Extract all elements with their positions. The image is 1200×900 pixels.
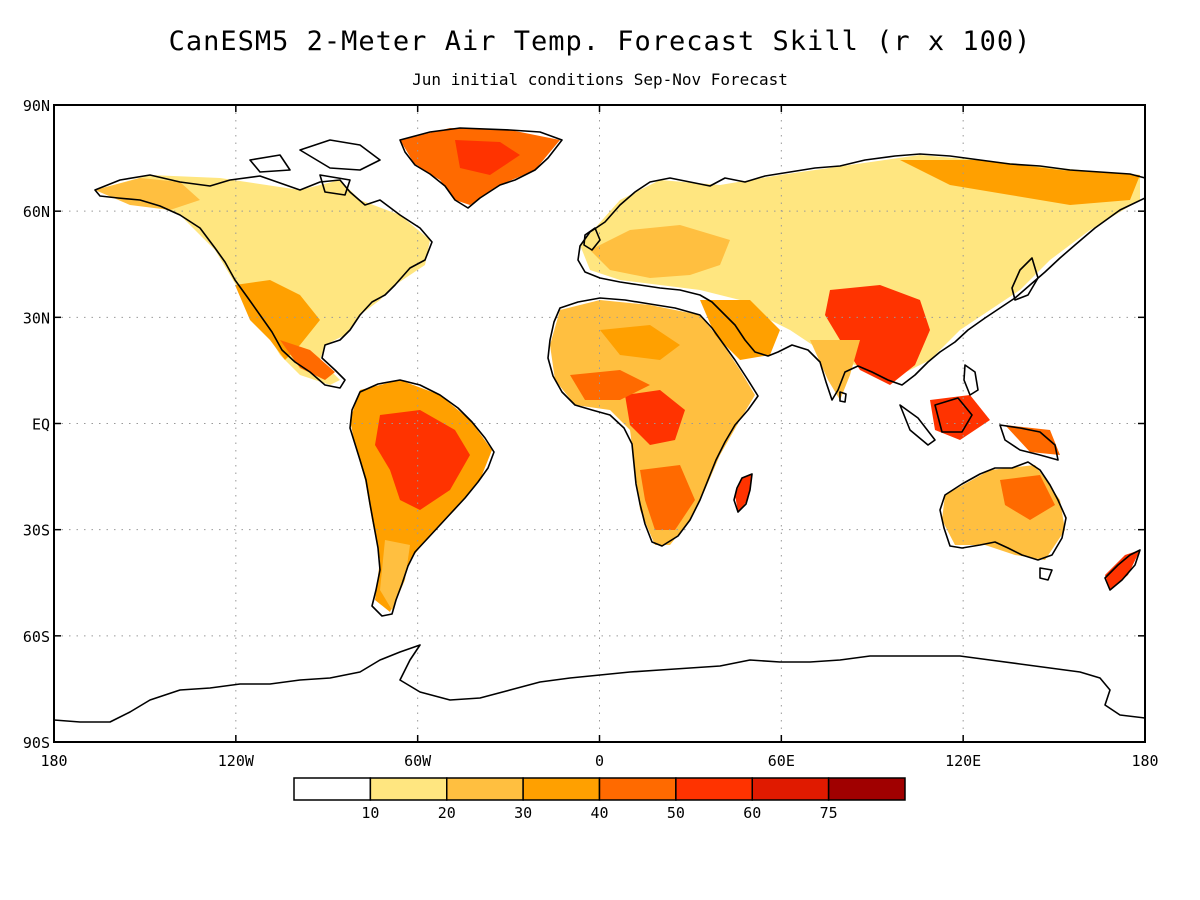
coastline-new-guinea [999, 424, 1059, 461]
africa-north [600, 325, 680, 360]
lon-label-0: 180 [40, 752, 67, 770]
mexico-shading [280, 340, 335, 380]
lat-label-6: 90S [23, 734, 50, 752]
colorbar-label-5: 60 [743, 804, 761, 822]
lon-label-5: 120E [945, 752, 981, 770]
lon-label-6: 180 [1131, 752, 1158, 770]
coastline-north-america [94, 174, 433, 389]
coastline-arctic-islands [249, 139, 381, 196]
south-america-core [375, 410, 470, 510]
coastline-japan [1011, 257, 1039, 301]
colorbar-swatch-4 [598, 777, 677, 801]
north-america-shading-orange [235, 280, 320, 360]
australia-core [1000, 475, 1055, 520]
colorbar-swatch-7 [827, 777, 906, 801]
eurasia-shading [580, 155, 1140, 375]
africa-south [640, 465, 695, 530]
madagascar-shading [735, 474, 752, 512]
coastline-sri-lanka [839, 391, 847, 403]
colorbar-swatch-6 [751, 777, 830, 801]
map-title: CanESM5 2-Meter Air Temp. Forecast Skill… [168, 26, 1032, 57]
coastline-australia [939, 461, 1067, 561]
coastline-eurasia [577, 153, 1145, 401]
europe-shading [590, 225, 730, 278]
colorbar-labels: 10 20 30 40 50 60 75 [361, 804, 837, 822]
coastline-british-isles [583, 227, 601, 251]
africa-central [625, 390, 685, 445]
gridlines [54, 105, 1145, 742]
north-america-shading [95, 175, 430, 385]
coastline-sumatra-borneo [899, 397, 973, 446]
lat-labels: 90N 60N 30N EQ 30S 60S 90S [23, 97, 50, 752]
lon-label-1: 120W [218, 752, 255, 770]
colorbar-label-0: 10 [361, 804, 379, 822]
skill-shading [95, 128, 1140, 612]
alaska-shading [95, 178, 200, 210]
colorbar-swatch-1 [369, 777, 448, 801]
colorbar-label-3: 40 [590, 804, 608, 822]
colorbar [293, 777, 906, 801]
lat-label-0: 90N [23, 97, 50, 115]
colorbar-swatch-2 [446, 777, 524, 801]
lat-label-5: 60S [23, 628, 50, 646]
lon-label-4: 60E [768, 752, 795, 770]
coastlines [54, 127, 1145, 723]
colorbar-swatch-3 [522, 777, 601, 801]
colorbar-label-2: 30 [514, 804, 532, 822]
africa-sahel [570, 370, 650, 400]
greenland-core [455, 140, 520, 175]
colorbar-swatch-0 [293, 777, 372, 801]
coastline-philippines [963, 364, 979, 396]
coastline-greenland [399, 127, 563, 209]
map-subtitle: Jun initial conditions Sep-Nov Forecast [412, 70, 788, 89]
india-shading [810, 340, 860, 400]
lon-labels: 180 120W 60W 0 60E 120E 180 [40, 752, 1158, 770]
coastline-madagascar [733, 473, 753, 513]
lat-label-2: 30N [23, 309, 50, 327]
coastline-tasmania [1039, 567, 1053, 581]
lat-label-4: 30S [23, 522, 50, 540]
coastline-antarctica [54, 644, 1145, 723]
colorbar-swatch-5 [675, 777, 753, 801]
colorbar-label-4: 50 [667, 804, 685, 822]
lat-label-3: EQ [32, 416, 50, 434]
axis-ticks [53, 104, 1146, 743]
middle-east-shading [700, 300, 780, 360]
lon-label-3: 0 [595, 752, 604, 770]
se-asia-shading [930, 395, 990, 440]
colorbar-label-1: 20 [438, 804, 456, 822]
new-zealand-shading [1105, 550, 1140, 590]
new-guinea-shading [1005, 425, 1060, 455]
coastline-new-zealand [1104, 549, 1141, 591]
south-america-south [380, 540, 410, 610]
coastline-africa [547, 297, 759, 547]
asia-core-shading [825, 285, 930, 385]
lat-label-1: 60N [23, 203, 50, 221]
colorbar-label-6: 75 [820, 804, 838, 822]
lon-label-2: 60W [404, 752, 432, 770]
coastline-south-america [349, 379, 495, 617]
